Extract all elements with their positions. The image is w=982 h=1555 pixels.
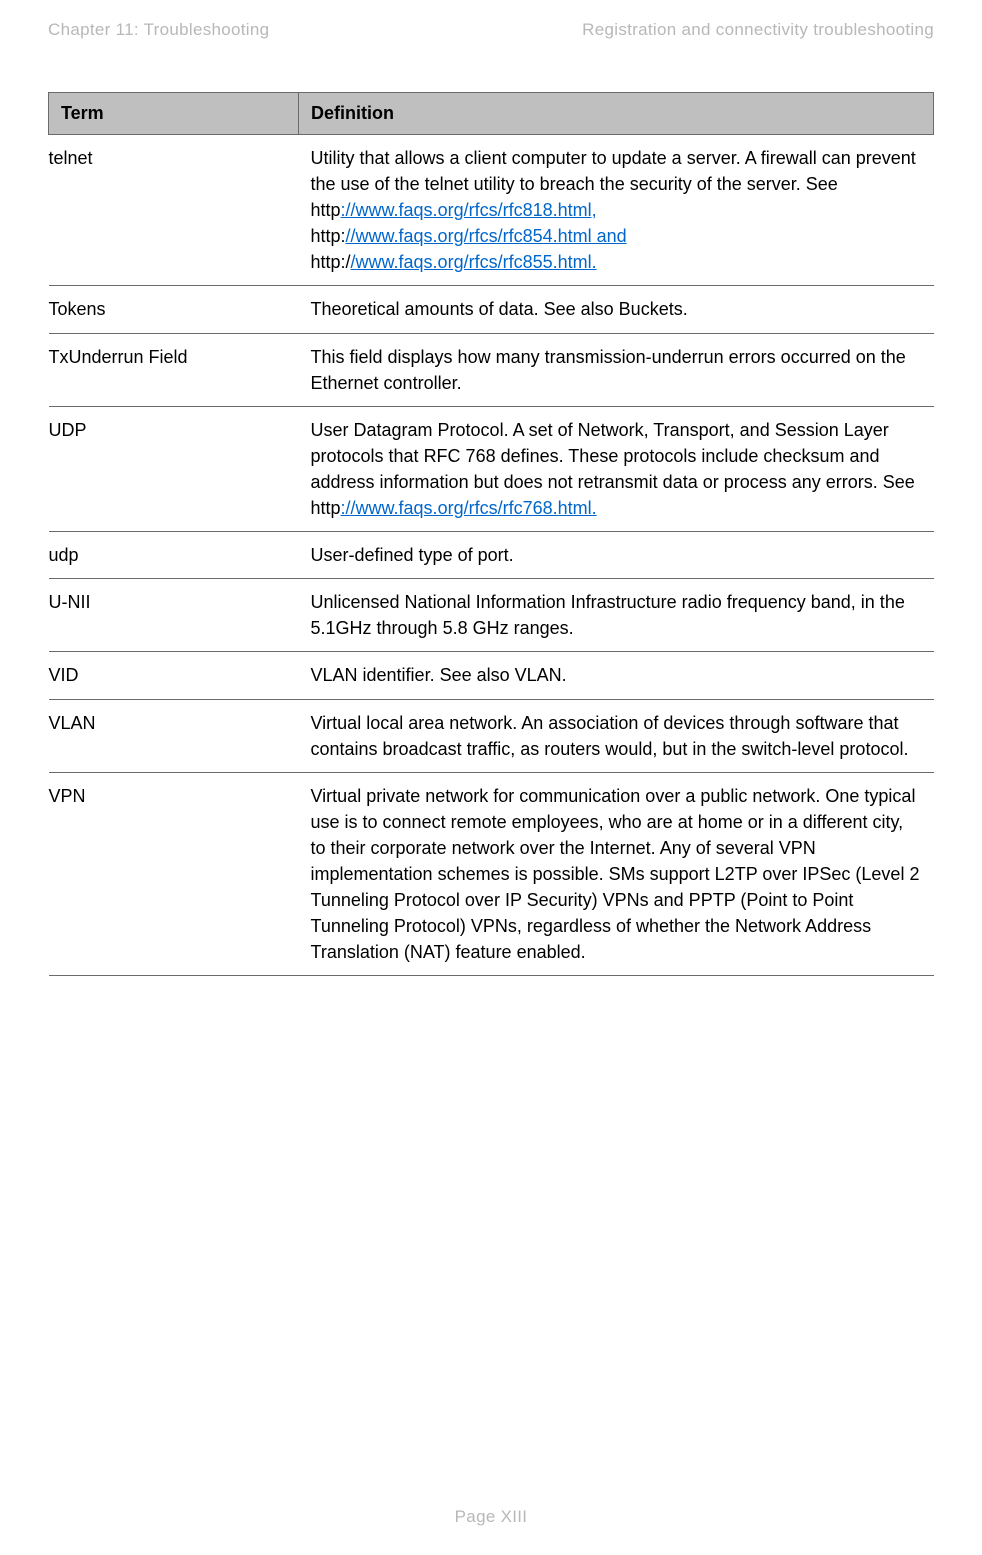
definition-cell: Utility that allows a client computer to… <box>299 135 934 286</box>
col-header-term: Term <box>49 93 299 135</box>
definition-cell: User-defined type of port. <box>299 532 934 579</box>
definition-cell: Theoretical amounts of data. See also Bu… <box>299 286 934 333</box>
table-row: U-NII Unlicensed National Information In… <box>49 579 934 652</box>
table-header-row: Term Definition <box>49 93 934 135</box>
table-row: VPN Virtual private network for communic… <box>49 772 934 976</box>
term-cell: UDP <box>49 406 299 531</box>
reference-link[interactable]: //www.faqs.org/rfcs/rfc854.html and <box>346 226 627 246</box>
definition-text: http: <box>311 226 346 246</box>
table-row: UDP User Datagram Protocol. A set of Net… <box>49 406 934 531</box>
term-cell: VLAN <box>49 699 299 772</box>
definition-cell: VLAN identifier. See also VLAN. <box>299 652 934 699</box>
table-row: TxUnderrun Field This field displays how… <box>49 333 934 406</box>
definition-cell: This field displays how many transmissio… <box>299 333 934 406</box>
term-cell: telnet <box>49 135 299 286</box>
header-right: Registration and connectivity troublesho… <box>582 20 934 40</box>
reference-link[interactable]: /www.faqs.org/rfcs/rfc855.html. <box>351 252 597 272</box>
reference-link[interactable]: ://www.faqs.org/rfcs/rfc818.html, <box>341 200 597 220</box>
term-cell: U-NII <box>49 579 299 652</box>
table-row: Tokens Theoretical amounts of data. See … <box>49 286 934 333</box>
term-cell: Tokens <box>49 286 299 333</box>
definition-cell: Virtual private network for communicatio… <box>299 772 934 976</box>
col-header-definition: Definition <box>299 93 934 135</box>
definition-text: http:/ <box>311 252 351 272</box>
term-cell: TxUnderrun Field <box>49 333 299 406</box>
header-left: Chapter 11: Troubleshooting <box>48 20 269 40</box>
definition-cell: Unlicensed National Information Infrastr… <box>299 579 934 652</box>
reference-link[interactable]: ://www.faqs.org/rfcs/rfc768.html. <box>341 498 597 518</box>
running-header: Chapter 11: Troubleshooting Registration… <box>48 20 934 40</box>
page-footer: Page XIII <box>0 1507 982 1527</box>
page-number: Page XIII <box>455 1507 528 1526</box>
term-cell: VPN <box>49 772 299 976</box>
table-row: udp User-defined type of port. <box>49 532 934 579</box>
definition-cell: User Datagram Protocol. A set of Network… <box>299 406 934 531</box>
table-row: VLAN Virtual local area network. An asso… <box>49 699 934 772</box>
table-row: VID VLAN identifier. See also VLAN. <box>49 652 934 699</box>
glossary-table: Term Definition telnet Utility that allo… <box>48 92 934 976</box>
page: Chapter 11: Troubleshooting Registration… <box>0 0 982 1555</box>
definition-cell: Virtual local area network. An associati… <box>299 699 934 772</box>
table-row: telnet Utility that allows a client comp… <box>49 135 934 286</box>
term-cell: udp <box>49 532 299 579</box>
term-cell: VID <box>49 652 299 699</box>
